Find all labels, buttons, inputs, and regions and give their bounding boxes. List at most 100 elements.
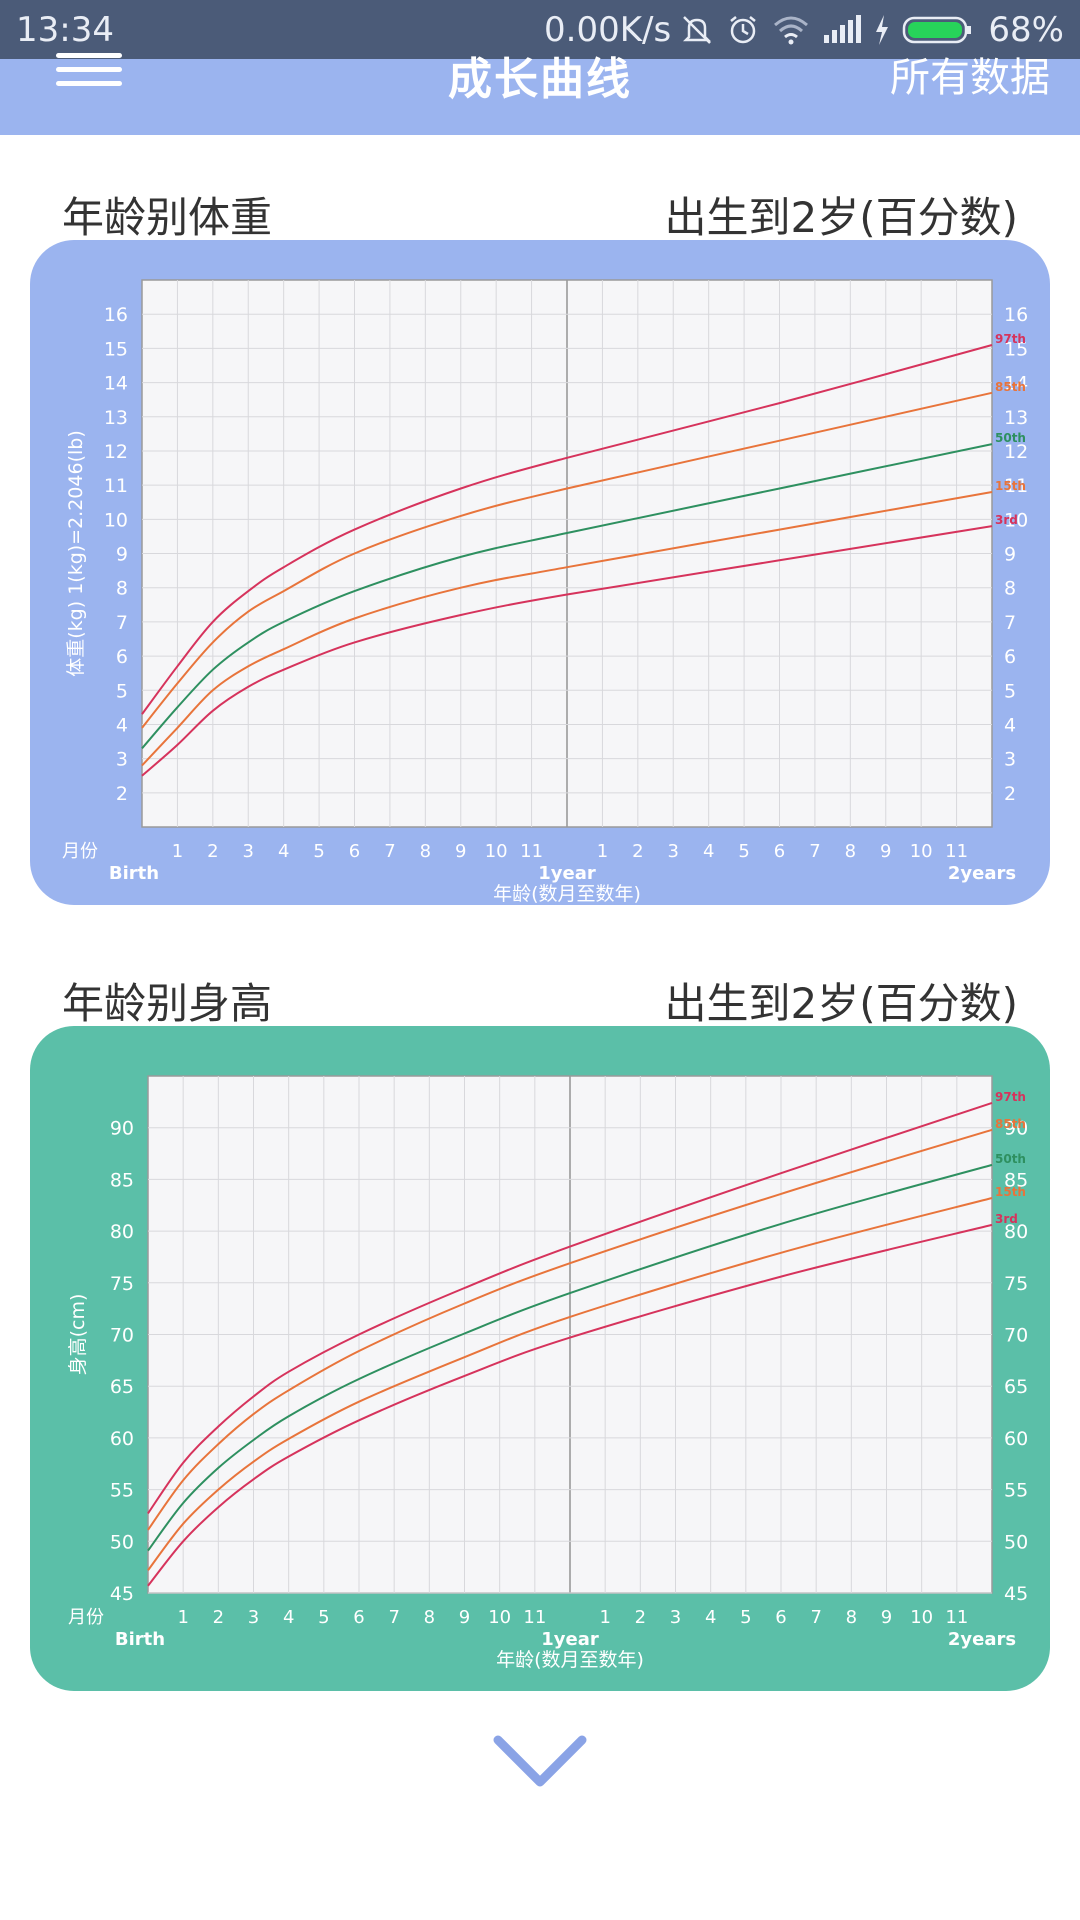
x-tick-label: 3 [670,1607,681,1628]
y-tick-label-right: 70 [1004,1325,1028,1347]
x-tick-label: 5 [318,1607,329,1628]
y-tick-label-left: 90 [110,1118,134,1140]
one-year-label: 1year [541,1629,599,1650]
y-tick-label-left: 80 [110,1221,134,1243]
y-tick-label-left: 60 [110,1428,134,1450]
y-axis-label: 体重(kg) 1(kg)=2.2046(lb) [65,430,87,676]
y-tick-label-right: 80 [1004,1221,1028,1243]
x-tick-label: 3 [243,841,254,862]
x-tick-label: 10 [488,1607,511,1628]
percentile-curve-97th [141,344,993,715]
weight-chart-card: 2 2 3 3 4 4 5 5 6 6 7 7 8 8 9 9 10 10 11 11 12 12 13 13 14 14 15 15… [30,240,1050,905]
percentile-curve-50th [147,1163,993,1552]
y-tick-label-left: 12 [104,441,128,463]
y-tick-label-left: 10 [104,509,128,531]
x-axis-label: 年龄(数月至数年) [496,1649,644,1671]
x-tick-label: 1 [599,1607,610,1628]
x-tick-label: 4 [705,1607,716,1628]
signal-icon [824,15,861,43]
percentile-curve-85th [147,1128,993,1531]
x-tick-label: 11 [945,841,968,862]
wifi-icon [774,16,808,45]
y-tick-label-left: 13 [104,407,128,429]
percentile-label-50th: 50th [995,431,1026,445]
y-tick-label-left: 45 [110,1583,134,1605]
y-tick-label-right: 5 [1004,680,1016,702]
y-tick-label-left: 85 [110,1169,134,1191]
y-tick-label-left: 75 [110,1273,134,1295]
percentile-label-3rd: 3rd [995,513,1018,527]
x-tick-label: 3 [668,841,679,862]
alarm-icon [730,16,756,44]
app-header: 成长曲线 所有数据 [0,53,1080,135]
x-tick-label: 11 [945,1607,968,1628]
y-tick-label-right: 13 [1004,407,1028,429]
x-tick-label: 6 [353,1607,364,1628]
charging-icon [876,15,888,45]
x-tick-label: 5 [738,841,749,862]
percentile-curve-50th [141,443,993,750]
month-axis-label: 月份 [62,841,98,862]
x-tick-label: 1 [172,841,183,862]
y-tick-label-right: 4 [1004,714,1016,736]
x-tick-label: 5 [313,841,324,862]
y-tick-label-right: 65 [1004,1376,1028,1398]
x-tick-label: 8 [420,841,431,862]
y-tick-label-left: 11 [104,475,128,497]
x-tick-label: 10 [910,841,933,862]
y-tick-label-right: 2 [1004,783,1016,805]
x-tick-label: 4 [703,841,714,862]
weight-section-title: 年龄别体重 [62,193,273,242]
x-tick-label: 8 [846,1607,857,1628]
percentile-label-50th: 50th [995,1152,1026,1166]
status-time: 13:34 [16,10,114,50]
x-tick-label: 8 [424,1607,435,1628]
status-bar: 13:34 0.00K/s [0,0,1080,59]
y-tick-label-left: 15 [104,338,128,360]
chevron-down-icon[interactable] [492,1732,588,1792]
percentile-label-3rd: 3rd [995,1212,1018,1226]
x-tick-label: 7 [809,841,820,862]
y-tick-label-left: 70 [110,1325,134,1347]
percentile-curve-85th [141,391,993,729]
y-tick-label-left: 8 [116,578,128,600]
height-range-label: 出生到2岁(百分数) [664,979,1019,1028]
status-icons [680,8,972,52]
y-tick-label-left: 6 [116,646,128,668]
bell-muted-icon [682,16,712,44]
y-tick-label-right: 11 [1004,475,1028,497]
y-tick-label-right: 12 [1004,441,1028,463]
page-title: 成长曲线 [448,54,632,105]
y-axis-label: 身高(cm) [67,1294,89,1376]
percentile-label-97th: 97th [995,332,1026,346]
x-tick-label: 2 [207,841,218,862]
percentile-curve-3rd [147,1223,993,1587]
y-tick-label-left: 50 [110,1531,134,1553]
battery-percent: 68% [988,10,1064,50]
y-tick-label-right: 55 [1004,1480,1028,1502]
x-tick-label: 9 [881,1607,892,1628]
x-tick-label: 6 [775,1607,786,1628]
y-tick-label-left: 14 [104,373,128,395]
x-tick-label: 7 [384,841,395,862]
x-tick-label: 1 [597,841,608,862]
weight-range-label: 出生到2岁(百分数) [664,193,1019,242]
x-tick-label: 4 [283,1607,294,1628]
percentile-label-85th: 85th [995,1117,1026,1131]
x-tick-label: 9 [455,841,466,862]
hamburger-menu-icon[interactable] [56,51,122,91]
x-tick-label: 10 [485,841,508,862]
all-data-link[interactable]: 所有数据 [890,55,1050,101]
percentile-curve-3rd [141,525,993,777]
percentile-label-15th: 15th [995,1185,1026,1199]
y-tick-label-left: 2 [116,783,128,805]
percentile-curve-97th [147,1101,993,1514]
y-tick-label-right: 3 [1004,749,1016,771]
x-tick-label: 3 [248,1607,259,1628]
y-tick-label-right: 10 [1004,509,1028,531]
percentile-label-97th: 97th [995,1090,1026,1104]
y-tick-label-left: 55 [110,1480,134,1502]
x-tick-label: 6 [774,841,785,862]
